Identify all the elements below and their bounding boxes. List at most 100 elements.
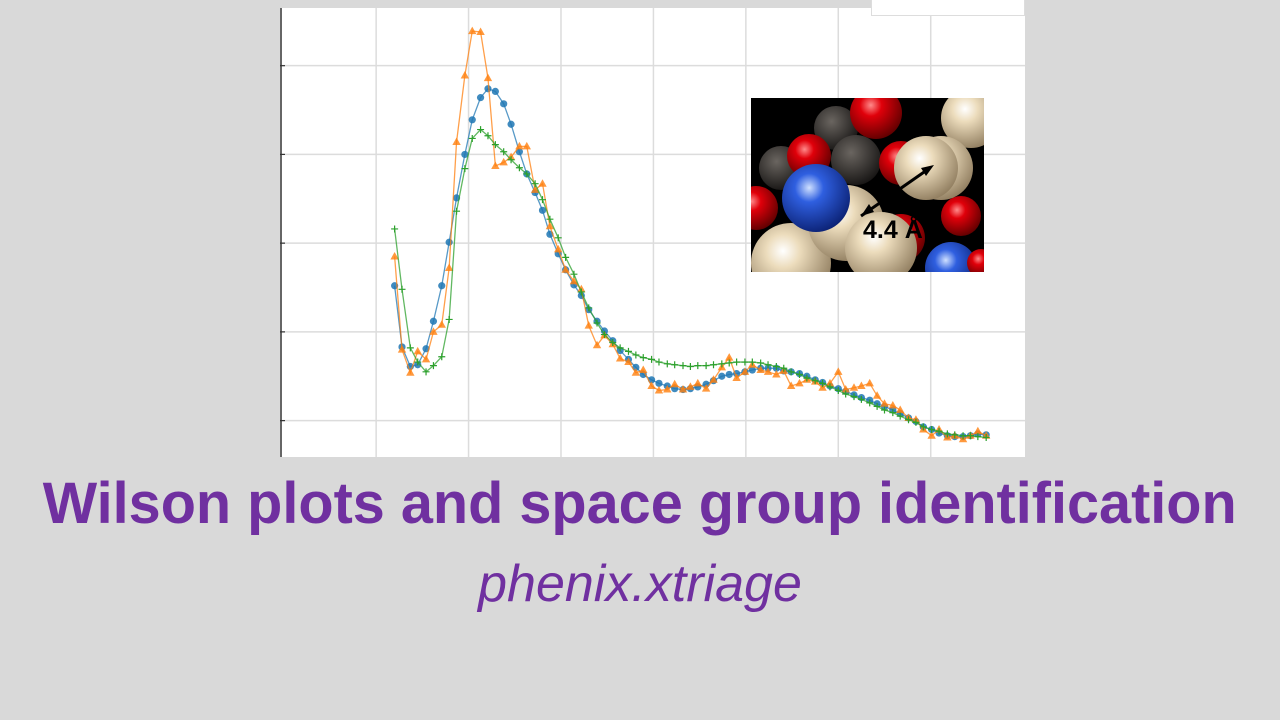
data-point-triangle: [452, 137, 461, 145]
data-point-plus: [577, 288, 585, 296]
data-point-plus: [842, 390, 850, 398]
atom-sphere: [941, 98, 984, 148]
data-point-plus: [616, 344, 624, 352]
data-point-plus: [741, 358, 749, 366]
data-point-circle: [468, 116, 476, 124]
slide-subtitle: phenix.xtriage: [478, 555, 802, 613]
data-point-triangle: [654, 385, 664, 394]
data-point-triangle: [756, 365, 765, 374]
data-point-triangle: [522, 141, 531, 150]
data-point-circle: [461, 150, 469, 159]
data-point-triangle: [740, 367, 750, 375]
data-point-triangle: [561, 265, 570, 273]
data-point-triangle: [896, 405, 905, 413]
data-point-triangle: [421, 354, 431, 363]
slide-title-container: Wilson plots and space group identificat…: [0, 468, 1280, 540]
data-point-circle: [538, 206, 547, 214]
atom-sphere: [941, 196, 981, 236]
data-point-triangle: [460, 70, 470, 79]
data-point-circle: [476, 94, 485, 102]
data-point-circle: [484, 85, 492, 93]
data-point-plus: [974, 433, 982, 441]
data-point-plus: [648, 355, 656, 363]
data-point-plus: [585, 304, 593, 312]
data-point-triangle: [437, 320, 446, 328]
data-point-triangle: [841, 385, 850, 393]
data-point-triangle: [973, 426, 983, 435]
data-point-triangle: [888, 401, 898, 409]
data-point-plus: [857, 395, 865, 403]
data-point-triangle: [538, 179, 547, 187]
data-point-triangle: [927, 431, 936, 439]
data-point-plus: [507, 156, 515, 164]
data-point-plus: [468, 134, 476, 142]
data-point-plus: [834, 386, 842, 394]
data-point-triangle: [499, 157, 508, 166]
data-point-triangle: [429, 327, 438, 335]
data-point-triangle: [693, 378, 702, 387]
data-point-plus: [710, 361, 718, 369]
data-point-triangle: [569, 276, 579, 285]
data-point-plus: [694, 362, 702, 370]
data-point-circle: [445, 238, 453, 246]
data-point-plus: [733, 358, 741, 366]
data-point-plus: [702, 362, 710, 370]
data-point-plus: [780, 364, 788, 372]
data-point-plus: [500, 148, 508, 156]
data-point-plus: [679, 362, 687, 370]
data-point-plus: [562, 253, 570, 261]
data-point-triangle: [725, 353, 734, 361]
data-point-triangle: [849, 383, 859, 391]
data-point-plus: [772, 362, 780, 370]
distance-arrow: [860, 168, 928, 218]
data-point-triangle: [390, 251, 399, 260]
data-point-triangle: [834, 367, 843, 375]
data-point-triangle: [592, 340, 602, 349]
data-point-triangle: [647, 381, 656, 390]
data-point-triangle: [468, 26, 477, 35]
data-point-plus: [438, 353, 446, 361]
data-point-circle: [515, 148, 523, 156]
data-point-plus: [959, 432, 967, 440]
slide-title: Wilson plots and space group identificat…: [43, 471, 1237, 536]
data-point-triangle: [880, 399, 889, 407]
data-point-triangle: [444, 263, 454, 271]
data-point-plus: [718, 360, 726, 368]
data-point-plus: [803, 374, 811, 382]
data-point-plus: [491, 141, 499, 149]
data-point-plus: [725, 359, 733, 367]
data-point-triangle: [872, 391, 882, 399]
data-point-circle: [718, 372, 726, 380]
data-point-plus: [881, 406, 889, 414]
data-point-triangle: [670, 379, 679, 388]
data-point-plus: [477, 126, 485, 134]
data-point-plus: [748, 358, 756, 366]
data-point-plus: [787, 368, 795, 376]
data-point-plus: [539, 196, 547, 204]
data-point-plus: [671, 361, 679, 369]
data-point-circle: [438, 282, 446, 290]
data-point-circle: [655, 379, 663, 387]
data-point-triangle: [639, 365, 648, 374]
atom-sphere: [850, 98, 902, 139]
data-point-triangle: [413, 346, 422, 355]
data-point-triangle: [530, 185, 540, 193]
data-point-circle: [429, 317, 438, 325]
data-point-triangle: [795, 378, 804, 387]
molecule-spheres: 4.4 Å: [751, 98, 984, 272]
data-point-plus: [632, 351, 640, 359]
arrow-head-icon: [861, 204, 874, 216]
data-point-triangle: [857, 381, 866, 390]
data-point-plus: [896, 412, 904, 420]
data-point-plus: [905, 416, 913, 424]
data-point-triangle: [686, 382, 695, 390]
legend-box: [871, 0, 1025, 16]
data-point-plus: [546, 215, 554, 223]
data-point-triangle: [615, 354, 625, 362]
data-point-triangle: [491, 161, 500, 169]
data-point-triangle: [772, 369, 781, 378]
data-point-triangle: [631, 368, 641, 376]
data-point-plus: [866, 399, 874, 407]
data-point-triangle: [397, 345, 407, 353]
data-point-plus: [935, 427, 943, 435]
